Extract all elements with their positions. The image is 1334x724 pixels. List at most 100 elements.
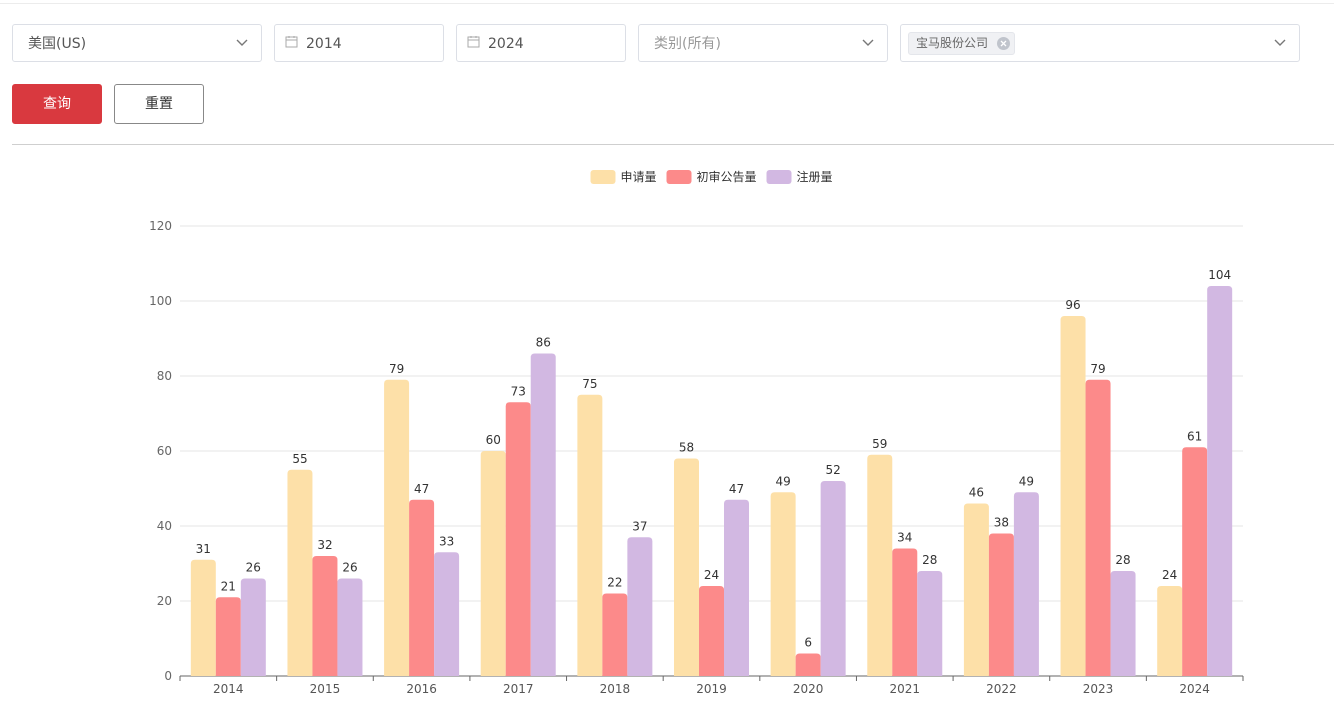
bar[interactable]	[384, 379, 410, 676]
data-label: 96	[1065, 298, 1080, 312]
top-divider	[0, 3, 1334, 4]
data-label: 86	[536, 336, 551, 350]
y-tick-label: 120	[149, 219, 172, 233]
bar[interactable]	[312, 556, 338, 676]
data-label: 60	[486, 433, 501, 447]
bar[interactable]	[892, 548, 918, 677]
data-label: 46	[969, 486, 984, 500]
bar[interactable]	[190, 559, 216, 676]
legend-label[interactable]: 初审公告量	[697, 169, 757, 184]
x-tick-label: 2016	[406, 682, 437, 696]
data-label: 6	[804, 636, 812, 650]
end-year-value: 2024	[488, 36, 524, 52]
bar[interactable]	[1207, 286, 1233, 676]
country-select[interactable]: 美国(US)	[12, 24, 262, 62]
x-tick-label: 2018	[600, 682, 631, 696]
x-tick-label: 2014	[213, 682, 244, 696]
bar[interactable]	[530, 353, 556, 677]
bar[interactable]	[240, 578, 266, 677]
x-tick-label: 2021	[889, 682, 920, 696]
bar[interactable]	[724, 499, 749, 676]
end-year-picker[interactable]: 2024	[456, 24, 626, 62]
bar[interactable]	[409, 499, 435, 676]
chevron-down-icon	[862, 39, 874, 46]
data-label: 61	[1187, 429, 1202, 443]
bar[interactable]	[1110, 571, 1136, 676]
data-label: 21	[221, 579, 236, 593]
data-label: 33	[439, 534, 454, 548]
data-label: 32	[317, 538, 332, 552]
bar[interactable]	[434, 552, 460, 676]
bar[interactable]	[867, 454, 893, 676]
bar[interactable]	[963, 503, 989, 677]
data-label: 55	[292, 452, 307, 466]
bar[interactable]	[770, 492, 796, 676]
bar[interactable]	[1060, 316, 1086, 676]
data-label: 38	[994, 516, 1009, 530]
bar[interactable]	[1013, 492, 1039, 676]
country-select-value: 美国(US)	[28, 36, 87, 52]
bar[interactable]	[480, 451, 506, 676]
bar[interactable]	[699, 586, 724, 676]
legend-label[interactable]: 注册量	[797, 169, 833, 184]
category-select[interactable]: 类别(所有)	[638, 24, 888, 62]
data-label: 26	[246, 561, 261, 575]
legend-swatch[interactable]	[666, 170, 692, 184]
bar[interactable]	[627, 537, 653, 676]
reset-button[interactable]: 重置	[114, 84, 204, 124]
bar[interactable]	[215, 597, 241, 676]
data-label: 49	[775, 474, 790, 488]
section-divider	[12, 144, 1334, 145]
start-year-picker[interactable]: 2014	[274, 24, 444, 62]
bar[interactable]	[795, 653, 821, 677]
data-label: 24	[704, 568, 719, 582]
data-label: 28	[1115, 553, 1130, 567]
bar[interactable]	[602, 593, 628, 677]
calendar-icon	[285, 36, 298, 48]
bar[interactable]	[988, 533, 1014, 677]
bar-chart: 0 20 40 60 80 100 120 2014 31 21 26 2015 55 32 26 2016 7…	[149, 169, 1244, 696]
bar[interactable]	[287, 469, 313, 676]
y-tick-label: 40	[157, 519, 172, 533]
data-label: 79	[389, 362, 404, 376]
bar[interactable]	[1182, 447, 1208, 676]
data-label: 47	[729, 482, 744, 496]
data-label: 73	[511, 384, 526, 398]
query-button[interactable]: 查询	[12, 84, 102, 124]
legend-swatch[interactable]	[766, 170, 792, 184]
company-select[interactable]: 宝马股份公司	[900, 24, 1300, 62]
x-tick-label: 2019	[696, 682, 727, 696]
x-tick-label: 2022	[986, 682, 1017, 696]
category-placeholder: 类别(所有)	[654, 36, 721, 52]
data-label: 22	[607, 576, 622, 590]
legend-label[interactable]: 申请量	[621, 170, 657, 184]
y-tick-label: 100	[149, 294, 172, 308]
data-label: 31	[196, 542, 211, 556]
data-label: 37	[632, 519, 647, 533]
x-tick-label: 2024	[1179, 682, 1210, 696]
bar[interactable]	[505, 402, 531, 676]
data-label: 34	[897, 531, 912, 545]
y-tick-label: 20	[157, 594, 172, 608]
bar[interactable]	[337, 578, 363, 677]
bar[interactable]	[1085, 379, 1111, 676]
x-tick-label: 2017	[503, 682, 534, 696]
data-label: 24	[1162, 568, 1177, 582]
bar[interactable]	[917, 571, 943, 676]
chevron-down-icon	[1274, 39, 1286, 46]
bar[interactable]	[820, 481, 846, 676]
legend-swatch[interactable]	[590, 170, 616, 184]
x-tick-label: 2023	[1083, 682, 1114, 696]
y-tick-label: 60	[157, 444, 172, 458]
close-icon[interactable]	[997, 37, 1011, 50]
company-tag-label: 宝马股份公司	[916, 36, 989, 50]
bar[interactable]	[577, 394, 603, 676]
data-label: 52	[825, 463, 840, 477]
x-tick-label: 2015	[310, 682, 341, 696]
data-label: 104	[1208, 268, 1231, 282]
bar[interactable]	[1157, 586, 1183, 676]
data-label: 58	[679, 441, 694, 455]
data-label: 28	[922, 553, 937, 567]
data-label: 47	[414, 482, 429, 496]
bar[interactable]	[674, 458, 699, 677]
